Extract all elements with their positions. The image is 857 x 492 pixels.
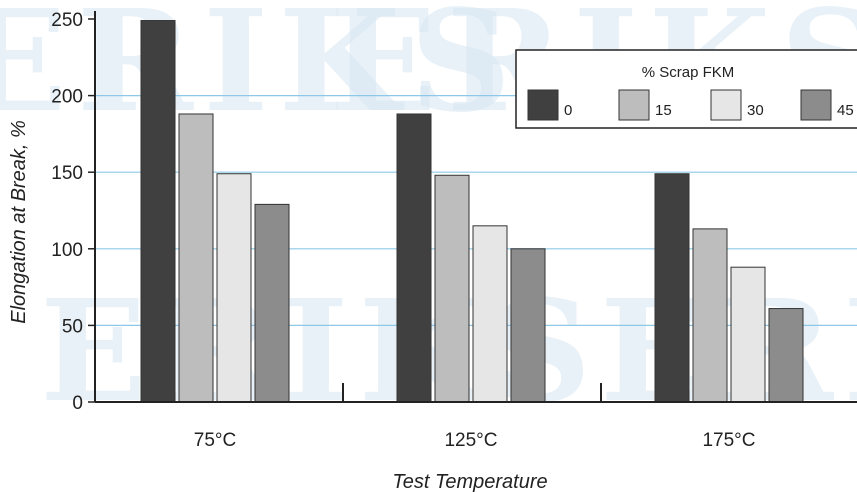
y-tick-label: 100 — [51, 240, 83, 261]
legend-label-15: 15 — [655, 102, 672, 119]
y-tick-label: 200 — [51, 87, 83, 108]
legend-box — [515, 49, 857, 129]
legend-swatch-15 — [618, 89, 650, 121]
legend-swatch-0 — [527, 89, 559, 121]
legend-items: 0 15 30 45 — [527, 89, 854, 121]
legend-label-45: 45 — [837, 102, 854, 119]
y-tick-label: 50 — [62, 316, 83, 337]
y-tick-labels: 0 50 100 150 200 250 — [51, 10, 83, 414]
bar-125°C-0 — [396, 113, 432, 403]
legend-title: % Scrap FKM — [642, 64, 735, 81]
watermark-text-bottom-2: ERIKS — [600, 270, 857, 434]
bar-125°C-30 — [472, 225, 508, 403]
x-category-label: 125°C — [444, 430, 497, 451]
legend-swatch-30 — [710, 89, 742, 121]
x-axis-title: Test Temperature — [392, 471, 547, 492]
legend-label-30: 30 — [747, 102, 764, 119]
bar-75°C-30 — [216, 173, 252, 403]
y-tick-label: 0 — [72, 393, 83, 414]
y-tick-label: 150 — [51, 163, 83, 184]
axes — [94, 11, 857, 403]
bar-75°C-15 — [178, 113, 214, 403]
y-tick-label: 250 — [51, 10, 83, 31]
bar-125°C-45 — [510, 248, 546, 403]
bar-175°C-30 — [730, 266, 766, 403]
bar-75°C-0 — [140, 20, 176, 403]
x-category-label: 75°C — [194, 430, 236, 451]
bar-75°C-45 — [254, 203, 290, 403]
x-category-labels: 75°C 125°C 175°C — [194, 430, 756, 451]
y-axis-title: Elongation at Break, % — [8, 120, 30, 323]
legend-label-0: 0 — [564, 102, 572, 119]
bar-125°C-15 — [434, 174, 470, 403]
legend-swatch-45 — [800, 89, 832, 121]
bar-175°C-0 — [654, 173, 690, 403]
bars — [140, 20, 804, 403]
bar-175°C-15 — [692, 228, 728, 403]
legend: % Scrap FKM 0 15 30 45 — [515, 49, 857, 129]
x-category-label: 175°C — [702, 430, 755, 451]
bar-175°C-45 — [768, 308, 804, 403]
